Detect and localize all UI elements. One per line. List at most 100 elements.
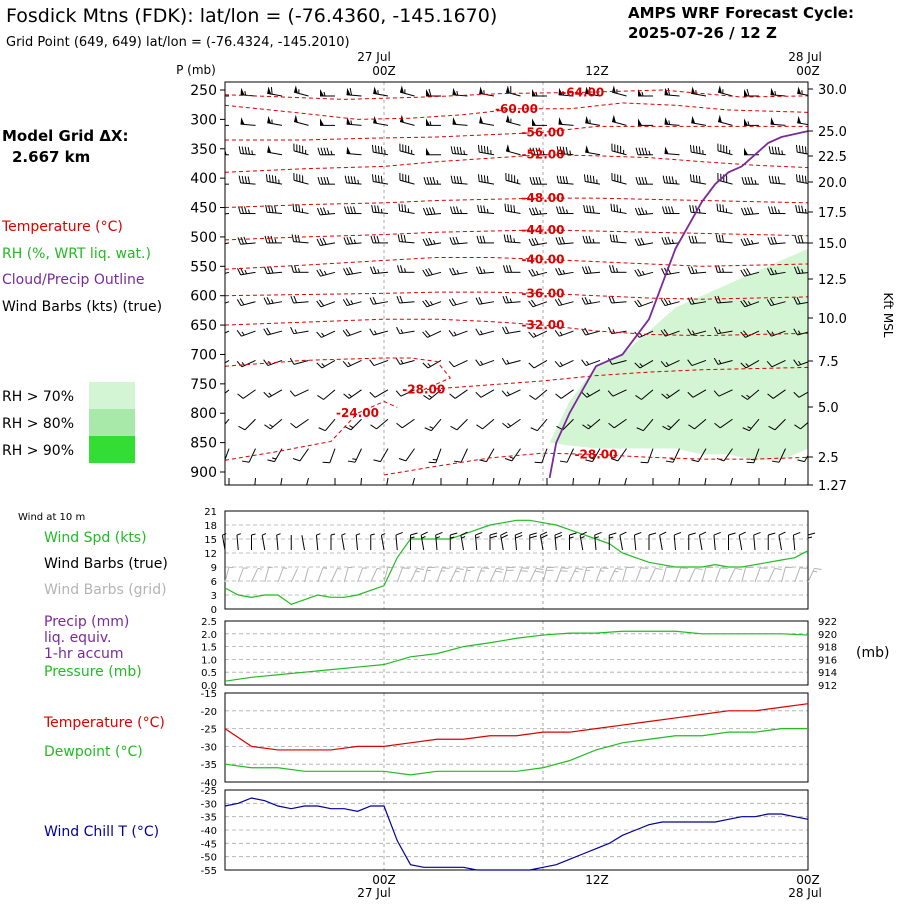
barb-half-flag (371, 534, 375, 535)
barb-flag (584, 174, 585, 181)
barb-shaft (739, 535, 742, 550)
barb-pennant (744, 118, 748, 125)
wind-barb (635, 269, 653, 276)
barb-shaft (715, 568, 720, 582)
barb-shaft (689, 568, 695, 582)
barb-flag (238, 394, 244, 399)
barb-flag (501, 535, 508, 538)
wind-barb (611, 204, 627, 214)
wind-barb (529, 390, 547, 400)
barb-flag (695, 236, 697, 243)
pressure-tick-label: 300 (190, 112, 217, 128)
panel-tick-label: -40 (201, 826, 217, 837)
barb-flag (454, 176, 455, 183)
barb-half-flag (269, 393, 272, 396)
wind-barb (264, 419, 282, 429)
wind-barb (506, 85, 520, 96)
barb-flag (515, 532, 522, 535)
barb-flag (451, 207, 453, 214)
barb-flag (557, 176, 558, 183)
pressure-right-tick-label: 916 (818, 655, 837, 666)
barb-half-flag (457, 270, 459, 274)
barb-flag (617, 205, 618, 212)
wind-barb (662, 237, 680, 244)
barb-flag (298, 235, 299, 242)
wind-barb (646, 478, 653, 495)
wind10m-barb-true (356, 534, 360, 550)
barb-flag (557, 207, 559, 214)
barb-shaft (481, 390, 494, 398)
pressure-tick-label: 550 (190, 259, 217, 275)
barb-half-flag (337, 568, 341, 569)
barb-shaft (396, 535, 397, 550)
wind-barb (752, 478, 759, 495)
panel-tick-label: 1.0 (201, 655, 217, 666)
barb-flag (239, 207, 241, 214)
wind10m-barb-grid (331, 568, 341, 582)
barb-flag (426, 269, 430, 275)
wind10m-barb-grid (318, 568, 327, 582)
barb-flag (613, 235, 614, 242)
wind-barb (423, 331, 441, 338)
wind10m-barb-grid (742, 567, 753, 582)
barb-half-flag (484, 269, 485, 273)
barb-flag (774, 237, 777, 244)
wind10m-barb-true (277, 534, 281, 550)
pressure-tick-label: 750 (190, 377, 217, 393)
barb-half-flag (589, 299, 591, 303)
barb-shaft (612, 151, 626, 155)
barb-flag (245, 207, 247, 214)
barb-half-flag (405, 268, 406, 272)
barb-flag (585, 267, 588, 274)
barb-flag (616, 568, 623, 569)
legend-temperature-lower: Temperature (°C) (43, 715, 165, 731)
wind10m-barb-true (555, 532, 562, 550)
barb-flag (451, 146, 452, 153)
barb-shaft (302, 535, 305, 550)
wind-barb (347, 146, 362, 154)
barb-flag (505, 459, 512, 461)
wind-barb (529, 360, 547, 368)
wind10m-barb-grid (252, 568, 262, 582)
wind-barb (265, 236, 282, 243)
wind10m-barb-grid (715, 568, 727, 582)
barb-flag (457, 147, 458, 154)
barb-half-flag (646, 210, 647, 214)
barb-flag (238, 237, 241, 244)
barb-half-flag (271, 299, 273, 303)
barb-flag (213, 428, 220, 431)
temperature-contour-label: -32.00 (522, 318, 565, 332)
wind-barb (264, 390, 282, 398)
barb-shaft (277, 535, 278, 550)
barb-half-flag (351, 300, 353, 304)
barb-flag (796, 145, 797, 152)
wind-barb (476, 329, 494, 335)
barb-flag (555, 532, 562, 535)
barb-half-flag (508, 423, 511, 426)
wind10m-barb-true (461, 532, 468, 550)
wind-barb (478, 205, 494, 213)
barb-flag (370, 392, 375, 397)
panel-frame (225, 693, 808, 782)
barb-shaft (596, 568, 601, 582)
barb-half-flag (480, 331, 482, 335)
wind-barb (478, 174, 494, 184)
legend-cloud: Cloud/Precip Outline (2, 272, 145, 288)
barb-flag (320, 269, 324, 275)
barb-shaft (536, 390, 547, 400)
barb-flag (777, 493, 784, 494)
barb-shaft (215, 302, 229, 307)
wind-barb (479, 116, 494, 125)
barb-pennant (665, 146, 669, 153)
barb-half-flag (348, 362, 351, 365)
wind10m-barb-grid (397, 568, 409, 582)
barb-flag (477, 236, 479, 243)
wind10m-barb-grid (464, 567, 475, 582)
barb-flag (451, 176, 452, 183)
barb-flag (665, 237, 668, 244)
barb-half-flag (487, 209, 488, 213)
barb-flag (563, 176, 564, 183)
barb-shaft (503, 568, 507, 582)
barb-half-flag (218, 271, 220, 275)
barb-shaft (793, 535, 794, 550)
